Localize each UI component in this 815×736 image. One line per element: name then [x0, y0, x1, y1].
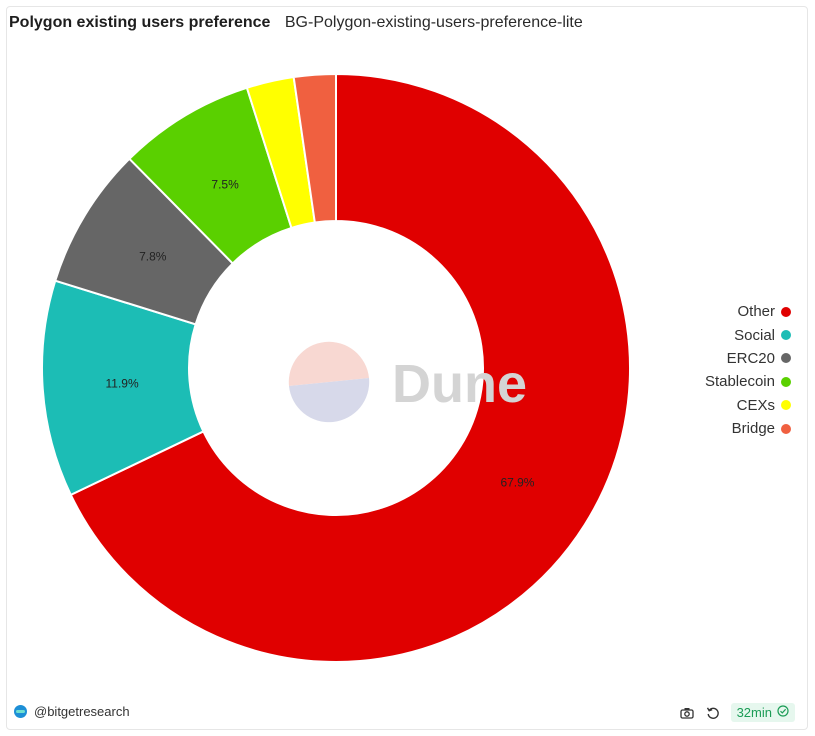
watermark-text: Dune: [392, 354, 527, 414]
legend-item-stablecoin[interactable]: Stablecoin: [705, 370, 791, 393]
chart-header: Polygon existing users preference BG-Pol…: [9, 14, 583, 32]
legend-label: ERC20: [726, 349, 775, 367]
slice-bridge[interactable]: [292, 72, 337, 224]
slices-group: [41, 72, 631, 663]
legend-item-social[interactable]: Social: [705, 323, 791, 346]
chart-title: Polygon existing users preference: [9, 14, 271, 31]
avatar: [14, 705, 27, 718]
legend-item-other[interactable]: Other: [705, 300, 791, 323]
legend-dot: [781, 330, 791, 341]
legend-label: Social: [734, 326, 775, 344]
legend: Other Social ERC20 Stablecoin CEXs Bridge: [705, 300, 791, 440]
author-name: @bitgetresearch: [34, 704, 130, 719]
legend-dot: [781, 376, 791, 387]
legend-label: Bridge: [731, 420, 775, 438]
legend-dot: [781, 423, 791, 434]
refresh-time: 32min: [736, 705, 772, 720]
data-label-social: 11.9%: [105, 376, 138, 390]
refresh-status-badge[interactable]: 32min: [730, 703, 795, 722]
slice-other[interactable]: [69, 72, 631, 663]
legend-item-erc20[interactable]: ERC20: [705, 347, 791, 370]
refresh-icon[interactable]: [705, 705, 721, 721]
legend-label: CEXs: [736, 396, 775, 414]
watermark-logo-top: [288, 341, 369, 386]
camera-icon[interactable]: [679, 705, 695, 721]
legend-item-cexs[interactable]: CEXs: [705, 394, 791, 417]
legend-label: Other: [737, 303, 775, 321]
data-label-stablecoin: 7.5%: [211, 177, 239, 191]
slice-social[interactable]: [41, 279, 205, 497]
legend-item-bridge[interactable]: Bridge: [705, 417, 791, 440]
data-label-other: 67.9%: [500, 475, 534, 489]
footer-tools: 32min: [679, 703, 795, 722]
legend-dot: [781, 353, 791, 364]
legend-dot: [781, 400, 791, 411]
data-label-erc20: 7.8%: [139, 249, 167, 263]
check-circle-icon: [777, 705, 789, 720]
legend-label: Stablecoin: [704, 373, 775, 391]
author-link[interactable]: @bitgetresearch: [14, 704, 130, 719]
chart-subtitle[interactable]: BG-Polygon-existing-users-preference-lit…: [284, 14, 583, 31]
data-labels-group: 67.9% 11.9% 7.8% 7.5%: [105, 177, 534, 489]
legend-dot: [781, 306, 791, 317]
watermark-logo-bottom: [289, 378, 370, 423]
dune-watermark: Dune: [288, 341, 527, 423]
